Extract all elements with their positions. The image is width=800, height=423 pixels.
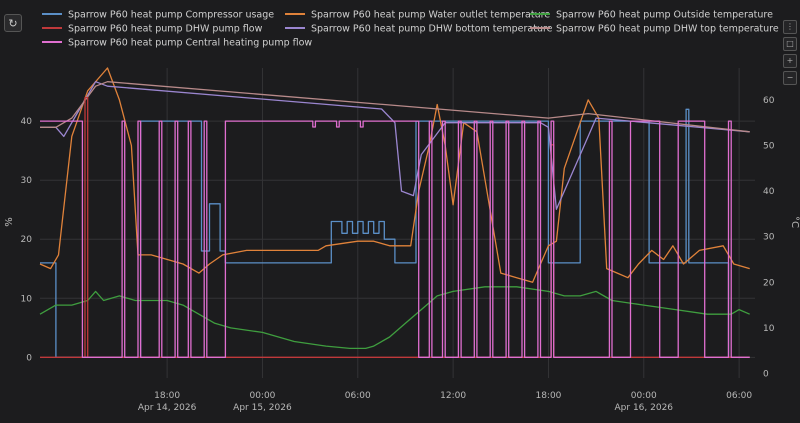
y-right-tick-label: 60 [763,96,775,106]
menu-icon[interactable]: ⋮ [783,20,797,34]
y-right-tick-label: 40 [763,187,775,197]
x-tick-label: 00:00 [631,391,657,401]
legend-label: Sparrow P60 heat pump Outside temperatur… [556,10,773,21]
reset-zoom-button[interactable]: ↻ [4,14,22,32]
legend-item[interactable]: Sparrow P60 heat pump Water outlet tempe… [285,10,550,21]
y-left-axis-title: % [4,217,15,227]
legend-item[interactable]: Sparrow P60 heat pump DHW pump flow [42,24,263,35]
grid [40,68,755,378]
legend-item[interactable]: Sparrow P60 heat pump Outside temperatur… [530,10,773,21]
y-left-tick-label: 20 [21,235,33,245]
legend-item[interactable]: Sparrow P60 heat pump Central heating pu… [42,38,312,49]
crop-icon[interactable]: □ [783,37,797,51]
x-tick-label: 12:00 [440,391,466,401]
x-tick-date-label: Apr 14, 2026 [138,403,197,413]
y-left-tick-label: 10 [21,294,33,304]
legend-label: Sparrow P60 heat pump DHW bottom tempera… [311,24,553,35]
series-line-4 [40,81,750,133]
x-tick-date-label: Apr 15, 2026 [233,403,292,413]
x-tick-label: 00:00 [249,391,275,401]
legend-label: Sparrow P60 heat pump Central heating pu… [68,38,312,49]
zoom-in-icon[interactable]: + [783,54,797,68]
x-tick-label: 18:00 [154,391,180,401]
legend-label: Sparrow P60 heat pump DHW top temperatur… [556,24,779,35]
series-line-3 [40,81,750,210]
y-right-axis-title: °C [789,216,800,228]
legend-item[interactable]: Sparrow P60 heat pump DHW bottom tempera… [285,24,553,35]
x-tick-label: 06:00 [345,391,371,401]
legend-label: Sparrow P60 heat pump Compressor usage [68,10,274,21]
legend-label: Sparrow P60 heat pump DHW pump flow [68,24,263,35]
x-tick-label: 18:00 [535,391,561,401]
refresh-icon: ↻ [8,17,18,30]
y-left-tick-label: 30 [21,176,33,186]
series-layer [39,67,750,358]
series-line-0 [40,108,750,358]
series-line-2 [39,286,750,350]
x-tick-label: 06:00 [726,391,752,401]
y-right-tick-label: 30 [763,233,775,243]
zoom-out-icon[interactable]: − [783,71,797,85]
legend[interactable]: Sparrow P60 heat pump Compressor usage Sp… [42,10,779,49]
axes: 0 10 20 30 40 0 10 20 30 40 50 60 18:00 Apr 14, 2026 0… [4,96,800,413]
x-tick-date-label: Apr 16, 2026 [615,403,674,413]
y-right-tick-label: 0 [763,369,769,379]
y-right-tick-label: 50 [763,142,775,152]
legend-item[interactable]: Sparrow P60 heat pump DHW top temperatur… [530,24,779,35]
series-line-5 [40,96,750,358]
legend-label: Sparrow P60 heat pump Water outlet tempe… [311,10,550,21]
y-left-tick-label: 40 [21,117,33,127]
y-right-tick-label: 10 [763,324,775,334]
legend-item[interactable]: Sparrow P60 heat pump Compressor usage [42,10,274,21]
y-right-tick-label: 20 [763,278,775,288]
series-line-6 [40,120,750,358]
y-left-tick-label: 0 [26,353,32,363]
